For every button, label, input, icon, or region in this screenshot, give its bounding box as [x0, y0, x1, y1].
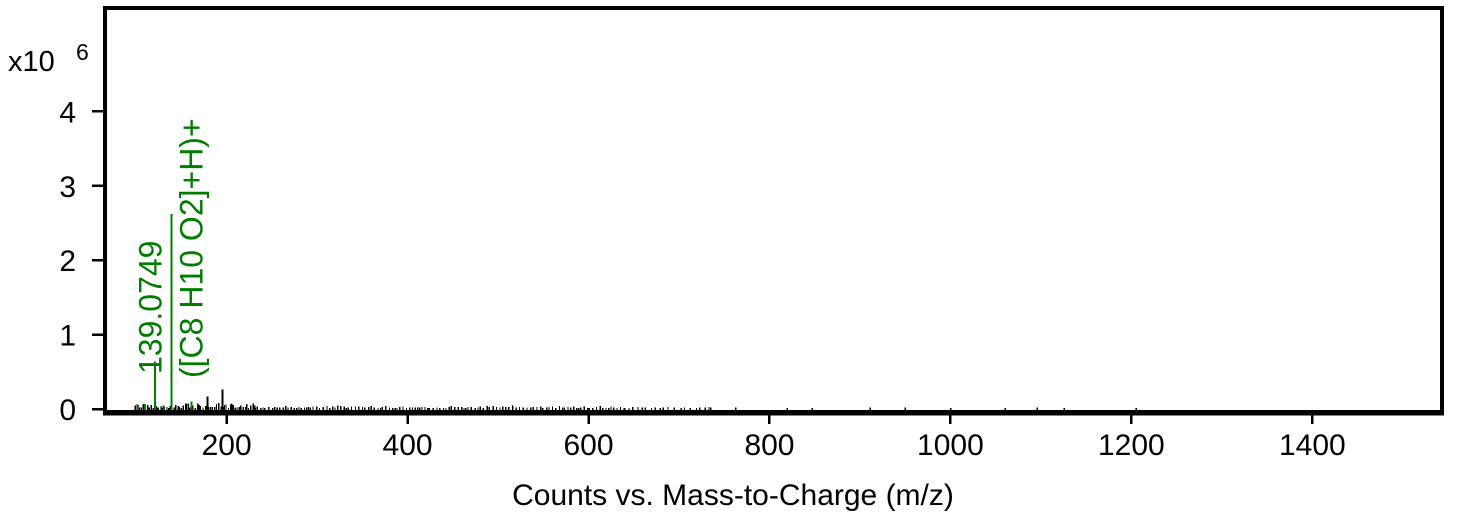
y-axis-exponent-label: 6 [76, 39, 89, 65]
x-tick-label: 200 [202, 429, 252, 462]
y-tick-label: 4 [59, 96, 76, 129]
y-tick-label: 2 [59, 245, 76, 278]
x-axis-title: Counts vs. Mass-to-Charge (m/z) [512, 479, 954, 512]
y-axis-ticks: 0 1 2 3 4 [59, 96, 103, 427]
peak-mz-annotation: 139.0749 [132, 241, 168, 374]
x-axis-ticks: 200 400 600 800 1000 1200 1400 [202, 413, 1346, 462]
x-tick-label: 1000 [917, 429, 984, 462]
noise-peaks [134, 403, 1138, 410]
y-axis-multiplier-label: x10 [8, 46, 55, 78]
y-tick-label: 0 [59, 394, 76, 427]
x-tick-label: 400 [383, 429, 433, 462]
x-tick-label: 800 [744, 429, 794, 462]
spectrum-peaks [136, 214, 224, 410]
x-tick-label: 1400 [1279, 429, 1346, 462]
plot-border [103, 6, 1444, 414]
peak-formula-annotation: ([C8 H10 O2]+H)+ [173, 118, 209, 378]
y-tick-label: 3 [59, 171, 76, 204]
y-tick-label: 1 [59, 320, 76, 353]
x-tick-label: 1200 [1098, 429, 1165, 462]
x-tick-label: 600 [563, 429, 613, 462]
